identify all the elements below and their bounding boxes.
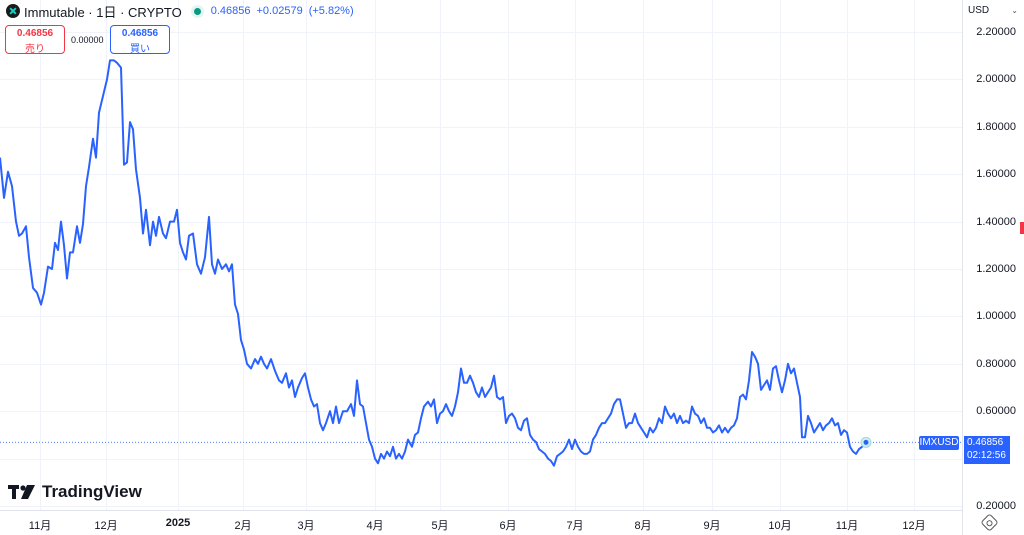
grid-line-v: [508, 0, 509, 510]
symbol-price-tag: IMXUSD: [919, 436, 959, 450]
grid-line-v: [106, 0, 107, 510]
time-axis-label: 11月: [835, 520, 859, 532]
tradingview-logo[interactable]: TradingView: [8, 482, 142, 502]
grid-line-h: [0, 222, 962, 223]
chart-pane[interactable]: [0, 0, 962, 510]
last-point-marker-icon: [863, 439, 869, 445]
grid-line-h: [0, 32, 962, 33]
immutable-logo-icon: [6, 4, 20, 18]
time-axis-label: 6月: [499, 520, 517, 532]
last-price: 0.46856: [210, 5, 251, 17]
grid-line-v: [306, 0, 307, 510]
price-axis-label: 1.40000: [976, 215, 1016, 228]
last-price-tag: 0.46856 02:12:56: [964, 436, 1010, 464]
grid-line-h: [0, 459, 962, 460]
grid-line-h: [0, 316, 962, 317]
tradingview-mark-icon: [8, 485, 35, 499]
chevron-down-icon: ⌄: [1011, 6, 1018, 15]
bar-countdown: 02:12:56: [967, 450, 1006, 461]
time-axis-label: 11月: [28, 520, 52, 532]
price-axis-label: 1.20000: [976, 263, 1016, 275]
grid-line-h: [0, 506, 962, 507]
price-axis-label: 2.00000: [976, 73, 1016, 86]
buy-button[interactable]: 0.46856 買い: [110, 25, 170, 55]
grid-line-v: [914, 0, 915, 510]
time-axis-label: 12月: [94, 520, 118, 532]
grid-line-h: [0, 269, 962, 270]
time-axis-label: 3月: [297, 520, 315, 532]
currency-value: USD: [968, 5, 990, 16]
grid-line-v: [712, 0, 713, 510]
price-axis-label: 1.60000: [976, 168, 1016, 181]
last-price-tag-value: 0.46856: [967, 437, 1004, 448]
buy-price: 0.46856: [121, 28, 159, 39]
grid-line-h: [0, 364, 962, 365]
time-axis-label: 9月: [703, 520, 721, 532]
grid-line-v: [40, 0, 41, 510]
buy-label: 買い: [130, 44, 150, 55]
time-axis-label: 2025: [165, 517, 191, 529]
time-axis-label: 7月: [566, 520, 584, 532]
time-axis-label: 5月: [431, 520, 449, 532]
grid-line-v: [178, 0, 179, 510]
grid-line-v: [643, 0, 644, 510]
price-axis-label: 0.20000: [976, 500, 1016, 512]
grid-line-v: [575, 0, 576, 510]
price-axis-label: 0.60000: [976, 405, 1016, 418]
sell-price: 0.46856: [16, 28, 54, 39]
symbol-header: Immutable · 1日 · CRYPTO 0.46856 +0.02579…: [6, 3, 360, 20]
sell-button[interactable]: 0.46856 売り: [5, 25, 65, 55]
sell-label: 売り: [25, 44, 45, 55]
price-axis-label: 1.00000: [976, 310, 1016, 323]
price-line: [0, 59, 867, 467]
currency-select[interactable]: USD ⌄: [964, 2, 1022, 20]
grid-line-v: [375, 0, 376, 510]
price-axis-label: 0.80000: [976, 357, 1016, 370]
time-axis-label: 2月: [234, 520, 252, 532]
market-status-icon: [193, 7, 201, 15]
side-marker: [1020, 222, 1024, 234]
price-axis-label: 1.80000: [976, 120, 1016, 133]
grid-line-v: [780, 0, 781, 510]
grid-line-v: [440, 0, 441, 510]
time-axis-label: 8月: [634, 520, 652, 532]
grid-line-v: [847, 0, 848, 510]
grid-line-h: [0, 127, 962, 128]
time-axis-label: 4月: [366, 520, 384, 532]
grid-line-h: [0, 411, 962, 412]
symbol-title[interactable]: Immutable · 1日 · CRYPTO: [24, 4, 182, 20]
grid-line-h: [0, 79, 962, 80]
time-axis-label: 10月: [768, 520, 792, 532]
tradingview-wordmark: TradingView: [42, 482, 142, 501]
price-change: +0.02579: [256, 5, 303, 17]
grid-line-h: [0, 174, 962, 175]
spread-value: 0.00000: [71, 35, 104, 45]
price-line-plot[interactable]: [0, 0, 962, 510]
grid-line-v: [243, 0, 244, 510]
time-axis-label: 12月: [902, 520, 926, 532]
price-axis-label: 2.20000: [976, 26, 1016, 38]
price-change-pct: (+5.82%): [308, 5, 354, 17]
time-axis[interactable]: 11月 12月 2025 2月 3月 4月 5月 6月 7月 8月 9月 10月 11月 12月: [0, 510, 962, 535]
